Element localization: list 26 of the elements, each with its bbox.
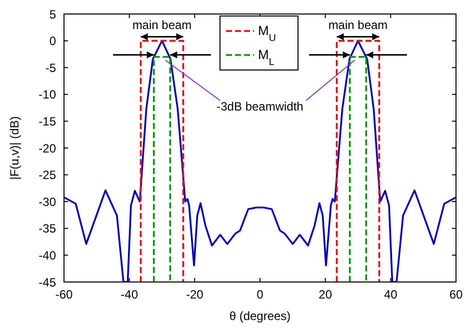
y-tick-label: -35 <box>38 222 56 236</box>
x-tick-label: 0 <box>256 288 264 302</box>
x-tick-label: 40 <box>384 288 398 302</box>
y-tick-label: 0 <box>49 34 56 48</box>
x-tick-label: -20 <box>186 288 204 302</box>
y-tick-label: -40 <box>38 248 56 262</box>
x-tick-label: 60 <box>449 288 463 302</box>
annotation: main beam <box>132 18 192 32</box>
y-tick-label: -30 <box>38 194 56 209</box>
y-tick-label: -20 <box>38 141 56 156</box>
x-tick-label: -60 <box>55 288 73 302</box>
line-series <box>64 40 456 282</box>
y-tick-label: -45 <box>38 275 56 290</box>
y-axis-title: |F(u,v)| (dB) <box>7 116 22 180</box>
y-tick-label: 5 <box>49 7 56 22</box>
y-tick-label: -15 <box>38 114 56 128</box>
x-tick-label: 20 <box>318 288 332 302</box>
legend-label: M$_{U}$ <box>258 23 276 44</box>
x-axis-title: θ (degrees) <box>229 309 291 323</box>
x-tick-label: -40 <box>120 288 138 302</box>
y-tick-label: -25 <box>38 168 56 182</box>
legend-label: M$_{L}$ <box>258 47 275 68</box>
y-tick-label: -10 <box>38 88 56 102</box>
y-tick-label: -5 <box>45 60 56 75</box>
annotation: -3dB beamwidth <box>216 99 304 114</box>
annotation: main beam <box>328 18 388 32</box>
